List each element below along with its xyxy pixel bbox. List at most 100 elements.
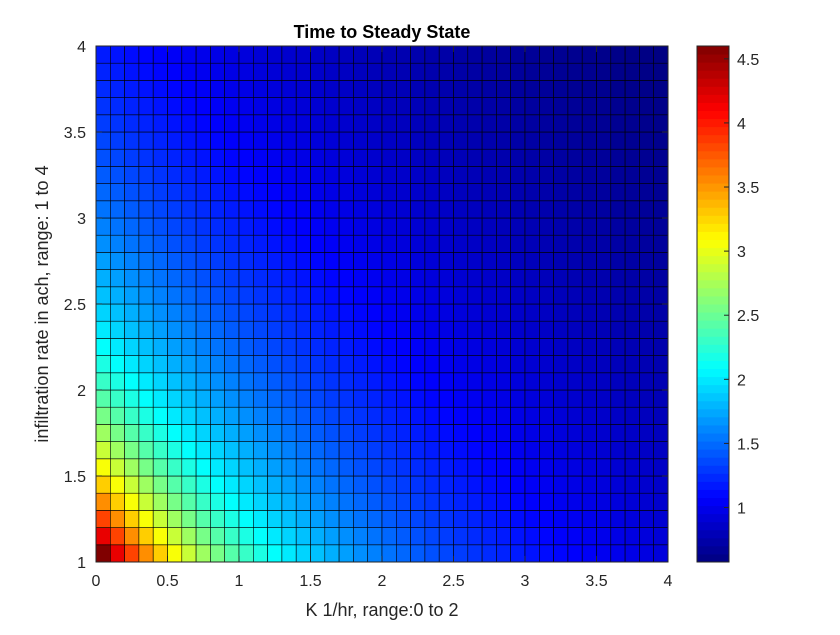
heatmap-cell — [110, 252, 125, 270]
colorbar-segment — [697, 473, 729, 482]
heatmap-cell — [324, 475, 340, 494]
heatmap-cell — [438, 441, 454, 460]
heatmap-cell — [152, 234, 168, 253]
heatmap-cell — [410, 45, 426, 64]
heatmap-cell — [553, 492, 569, 511]
heatmap-cell — [295, 131, 311, 150]
heatmap-cell — [639, 424, 655, 442]
heatmap-cell — [553, 303, 569, 322]
heatmap-cell — [267, 131, 283, 150]
heatmap-cell — [481, 217, 497, 236]
heatmap-cell — [567, 544, 583, 563]
heatmap-cell — [281, 80, 297, 98]
heatmap-cell — [110, 200, 125, 219]
heatmap-cell — [338, 475, 354, 494]
colorbar-segment — [697, 465, 729, 474]
heatmap-cell — [138, 406, 154, 425]
heatmap-cell — [152, 338, 168, 356]
heatmap-cell — [596, 252, 612, 270]
heatmap-cell — [224, 217, 240, 236]
heatmap-cell — [152, 286, 168, 305]
heatmap-cell — [567, 62, 583, 81]
heatmap-cell — [238, 234, 254, 253]
heatmap-cell — [438, 131, 454, 150]
heatmap-cell — [553, 183, 569, 202]
heatmap-cell — [124, 131, 140, 150]
heatmap-cell — [395, 372, 411, 391]
heatmap-cell — [410, 131, 426, 150]
heatmap-cell — [424, 114, 440, 133]
heatmap-cell — [324, 286, 340, 305]
heatmap-cell — [567, 148, 583, 167]
heatmap-cell — [624, 441, 640, 460]
heatmap-cell — [467, 355, 483, 374]
colorbar-segment — [697, 521, 729, 531]
heatmap-cell — [481, 183, 497, 202]
heatmap-cell — [253, 424, 268, 442]
heatmap-cell — [424, 441, 440, 460]
heatmap-cell — [310, 355, 326, 374]
heatmap-cell — [467, 234, 483, 253]
heatmap-cell — [395, 131, 411, 150]
heatmap-cell — [410, 234, 426, 253]
heatmap-cell — [338, 80, 354, 98]
heatmap-cell — [581, 183, 597, 202]
heatmap-cell — [195, 441, 211, 460]
heatmap-cell — [567, 510, 583, 528]
heatmap-cell — [381, 131, 397, 150]
heatmap-cell — [524, 475, 540, 494]
heatmap-cell — [653, 492, 669, 511]
colorbar-segment — [697, 271, 729, 281]
heatmap-cell — [367, 492, 383, 511]
heatmap-cell — [110, 527, 125, 546]
heatmap-cell — [353, 303, 368, 322]
heatmap-cell — [152, 424, 168, 442]
heatmap-cell — [210, 286, 225, 305]
heatmap-cell — [238, 338, 254, 356]
heatmap-cell — [253, 148, 268, 167]
heatmap-cell — [124, 286, 140, 305]
heatmap-cell — [438, 183, 454, 202]
heatmap-cell — [324, 406, 340, 425]
heatmap-cell — [124, 97, 140, 116]
heatmap-cell — [110, 148, 125, 167]
heatmap-cell — [610, 252, 626, 270]
y-tick-label: 1 — [77, 555, 86, 572]
colorbar-tick-label: 3.5 — [737, 180, 759, 197]
heatmap-cell — [310, 320, 326, 339]
heatmap-cell — [481, 148, 497, 167]
heatmap-cell — [581, 424, 597, 442]
heatmap-cell — [138, 527, 154, 546]
heatmap-cell — [195, 338, 211, 356]
heatmap-cell — [95, 355, 111, 374]
heatmap-cell — [338, 183, 354, 202]
heatmap-cell — [624, 217, 640, 236]
heatmap-cell — [524, 200, 540, 219]
heatmap-cell — [553, 234, 569, 253]
heatmap-cell — [138, 303, 154, 322]
heatmap-cell — [210, 492, 225, 511]
heatmap-cell — [253, 234, 268, 253]
heatmap-cell — [310, 269, 326, 288]
heatmap-cell — [610, 131, 626, 150]
heatmap-cell — [310, 62, 326, 81]
heatmap-cell — [110, 183, 125, 202]
heatmap-cell — [453, 45, 469, 64]
heatmap-cell — [181, 424, 197, 442]
x-tick-label: 3.5 — [585, 573, 607, 590]
heatmap-cell — [324, 131, 340, 150]
heatmap-cell — [395, 269, 411, 288]
heatmap-cell — [253, 131, 268, 150]
heatmap-cell — [481, 166, 497, 184]
heatmap-cell — [553, 389, 569, 408]
heatmap-cell — [438, 97, 454, 116]
heatmap-cell — [453, 320, 469, 339]
heatmap-cell — [624, 355, 640, 374]
heatmap-cell — [267, 62, 283, 81]
heatmap-cell — [481, 510, 497, 528]
heatmap-cell — [324, 544, 340, 563]
heatmap-cell — [367, 320, 383, 339]
heatmap-cell — [195, 424, 211, 442]
heatmap-cell — [195, 114, 211, 133]
heatmap-cell — [553, 338, 569, 356]
